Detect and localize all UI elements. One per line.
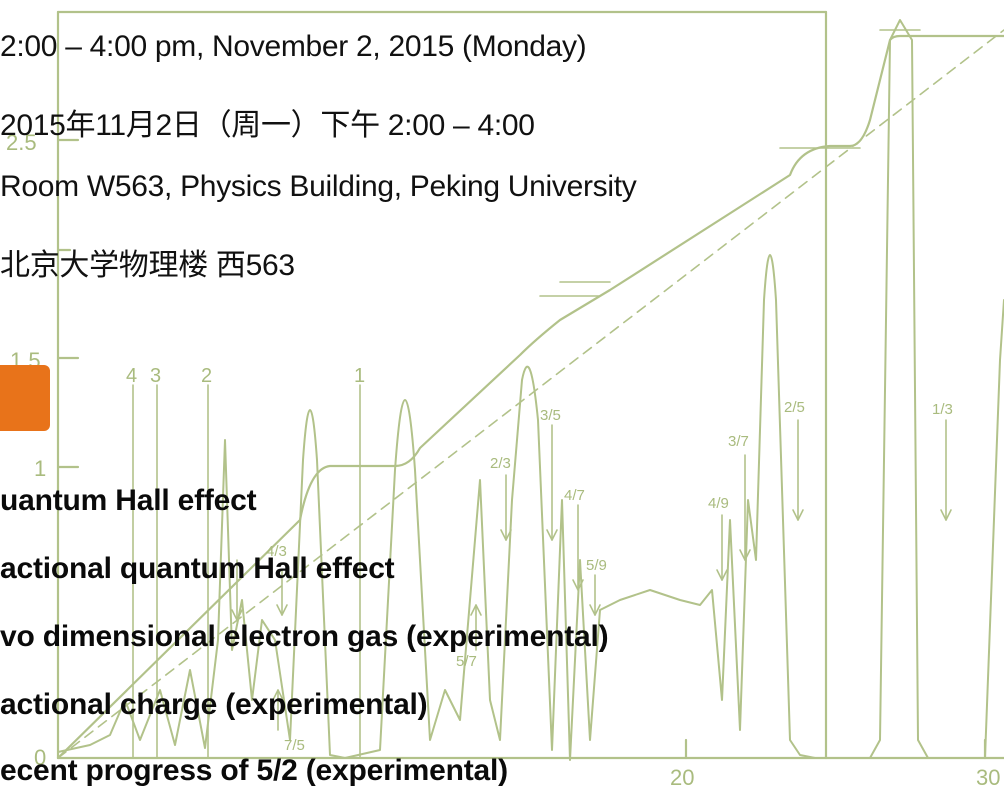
- time-en: 2:00 – 4:00 pm, November 2, 2015 (Monday…: [0, 30, 587, 63]
- classical-hall-line: [57, 29, 1004, 759]
- hall-resistance-curve: [56, 34, 1004, 760]
- outline-item-4: actional charge (experimental): [0, 688, 428, 721]
- fraction-label-7-5: 7/5: [284, 737, 305, 754]
- nu-label-3: 3: [150, 365, 161, 387]
- nu-label-1: 1: [354, 365, 365, 387]
- fraction-label-1-3: 1/3: [932, 401, 953, 418]
- place-cn: 北京大学物理楼 西563: [0, 249, 295, 282]
- fraction-label-4-9: 4/9: [708, 495, 729, 512]
- place-en: Room W563, Physics Building, Peking Univ…: [0, 170, 637, 203]
- nu-label-4: 4: [126, 365, 137, 387]
- y-tick-0: 0: [34, 745, 46, 770]
- fraction-label-4-3: 4/3: [266, 543, 287, 560]
- section-badge: [0, 365, 50, 431]
- longitudinal-resistance-curve: [57, 19, 1004, 761]
- fraction-label-5-7: 5/7: [456, 653, 477, 670]
- fraction-label-3-5: 3/5: [540, 407, 561, 424]
- x-tick-20: 20: [670, 765, 694, 790]
- fraction-label-2-3: 2/3: [490, 455, 511, 472]
- y-tick-1: 1: [34, 456, 46, 481]
- fraction-label-3-7: 3/7: [728, 433, 749, 450]
- fraction-label-2-5: 2/5: [784, 399, 805, 416]
- fraction-label-5-9: 5/9: [586, 557, 607, 574]
- y-tick-2-5: 2.5: [6, 130, 37, 155]
- x-tick-30: 30: [976, 765, 1000, 790]
- nu-label-2: 2: [201, 365, 212, 387]
- outline-item-3: vo dimensional electron gas (experimenta…: [0, 620, 609, 653]
- time-cn: 2015年11月2日（周一）下午 2:00 – 4:00: [0, 109, 535, 142]
- outline-item-5: ecent progress of 5/2 (experimental): [0, 754, 508, 787]
- outline-item-2: actional quantum Hall effect: [0, 552, 395, 585]
- fraction-label-4-7: 4/7: [564, 487, 585, 504]
- outline-item-1: uantum Hall effect: [0, 484, 257, 517]
